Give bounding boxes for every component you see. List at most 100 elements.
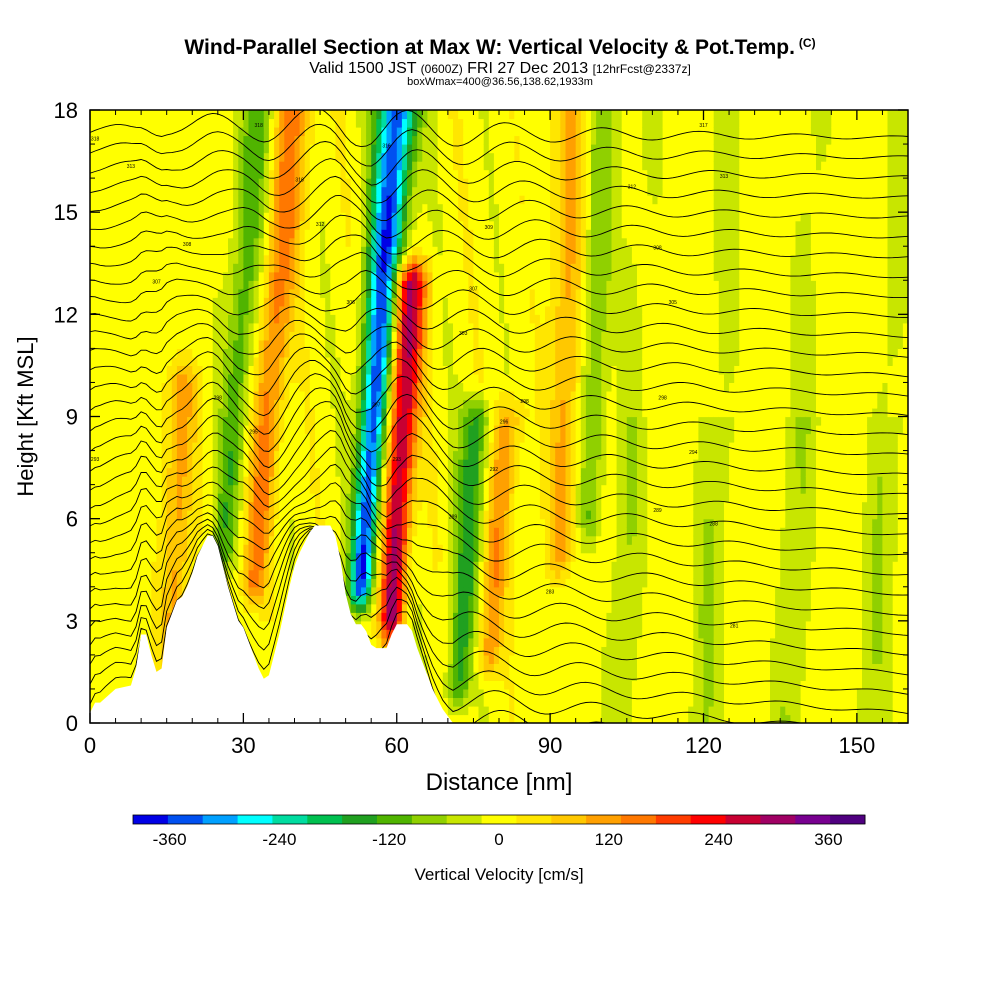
velocity-cell bbox=[238, 254, 244, 264]
velocity-cell bbox=[115, 518, 122, 528]
velocity-cell bbox=[187, 399, 193, 409]
velocity-cell bbox=[417, 527, 423, 537]
velocity-cell bbox=[315, 416, 321, 426]
velocity-cell bbox=[253, 467, 260, 477]
velocity-cell bbox=[248, 169, 255, 179]
velocity-cell bbox=[330, 391, 336, 401]
velocity-cell bbox=[315, 365, 321, 375]
velocity-cell bbox=[197, 237, 204, 247]
velocity-cell bbox=[407, 339, 413, 349]
velocity-cell bbox=[110, 305, 117, 315]
velocity-cell bbox=[345, 518, 352, 528]
velocity-cell bbox=[396, 152, 403, 162]
velocity-cell bbox=[243, 603, 250, 613]
velocity-cell bbox=[263, 535, 270, 545]
velocity-cell bbox=[401, 212, 408, 222]
velocity-cell bbox=[432, 144, 439, 154]
velocity-cell bbox=[274, 271, 280, 281]
velocity-cell bbox=[391, 254, 398, 264]
velocity-cell bbox=[304, 110, 311, 120]
velocity-cell bbox=[222, 476, 229, 486]
velocity-cell bbox=[309, 399, 316, 409]
velocity-cell bbox=[125, 671, 132, 681]
velocity-cell bbox=[136, 339, 142, 349]
velocity-cell bbox=[437, 220, 444, 230]
velocity-cell bbox=[422, 552, 428, 562]
velocity-cell bbox=[151, 493, 157, 503]
velocity-cell bbox=[217, 399, 224, 409]
velocity-cell bbox=[136, 535, 142, 545]
velocity-cell bbox=[279, 552, 285, 562]
velocity-cell bbox=[432, 365, 439, 375]
velocity-cell bbox=[289, 127, 296, 137]
velocity-cell bbox=[187, 356, 193, 366]
velocity-cell bbox=[151, 408, 157, 418]
velocity-cell bbox=[315, 442, 321, 452]
velocity-cell bbox=[171, 305, 178, 315]
velocity-cell bbox=[171, 501, 178, 511]
velocity-cell bbox=[396, 305, 403, 315]
velocity-cell bbox=[90, 578, 96, 588]
velocity-cell bbox=[95, 654, 101, 664]
velocity-cell bbox=[125, 229, 132, 239]
velocity-cell bbox=[105, 663, 111, 673]
velocity-cell bbox=[202, 127, 209, 137]
velocity-cell bbox=[330, 195, 336, 205]
velocity-cell bbox=[325, 467, 331, 477]
velocity-cell bbox=[161, 467, 168, 477]
velocity-cell bbox=[166, 271, 173, 281]
velocity-cell bbox=[396, 246, 403, 256]
velocity-cell bbox=[207, 152, 214, 162]
velocity-cell bbox=[207, 391, 214, 401]
velocity-cell bbox=[432, 637, 439, 647]
velocity-cell bbox=[396, 195, 403, 205]
velocity-cell bbox=[110, 654, 117, 664]
velocity-cell bbox=[151, 442, 157, 452]
velocity-cell bbox=[258, 212, 265, 222]
velocity-cell bbox=[284, 408, 290, 418]
velocity-cell bbox=[289, 135, 296, 145]
velocity-cell bbox=[95, 322, 101, 332]
velocity-cell bbox=[417, 399, 423, 409]
velocity-cell bbox=[90, 382, 96, 392]
velocity-cell bbox=[350, 484, 357, 494]
velocity-cell bbox=[355, 450, 362, 460]
velocity-cell bbox=[238, 314, 244, 324]
velocity-cell bbox=[187, 365, 193, 375]
velocity-cell bbox=[212, 373, 219, 383]
velocity-cell bbox=[228, 161, 234, 171]
velocity-cell bbox=[212, 195, 219, 205]
velocity-cell bbox=[315, 110, 321, 120]
velocity-cell bbox=[294, 246, 301, 256]
velocity-cell bbox=[320, 229, 326, 239]
velocity-cell bbox=[396, 212, 403, 222]
velocity-cell bbox=[396, 578, 403, 588]
velocity-cell bbox=[391, 603, 398, 613]
velocity-cell bbox=[115, 365, 122, 375]
velocity-cell bbox=[407, 510, 413, 520]
velocity-cell bbox=[371, 186, 377, 196]
velocity-cell bbox=[361, 195, 367, 205]
velocity-cell bbox=[110, 237, 117, 247]
velocity-cell bbox=[432, 391, 439, 401]
velocity-cell bbox=[253, 544, 260, 554]
velocity-cell bbox=[355, 127, 362, 137]
velocity-cell bbox=[427, 425, 434, 435]
velocity-cell bbox=[355, 195, 362, 205]
velocity-cell bbox=[258, 425, 265, 435]
velocity-cell bbox=[376, 135, 382, 145]
velocity-cell bbox=[110, 518, 117, 528]
velocity-cell bbox=[243, 322, 250, 332]
velocity-cell bbox=[330, 433, 336, 443]
velocity-cell bbox=[366, 373, 372, 383]
velocity-cell bbox=[396, 331, 403, 341]
velocity-cell bbox=[412, 246, 418, 256]
velocity-cell bbox=[330, 305, 336, 315]
velocity-cell bbox=[156, 408, 163, 418]
velocity-cell bbox=[309, 118, 316, 128]
velocity-cell bbox=[146, 161, 152, 171]
velocity-cell bbox=[146, 220, 152, 230]
velocity-cell bbox=[233, 408, 239, 418]
velocity-cell bbox=[417, 263, 423, 273]
velocity-cell bbox=[233, 127, 239, 137]
